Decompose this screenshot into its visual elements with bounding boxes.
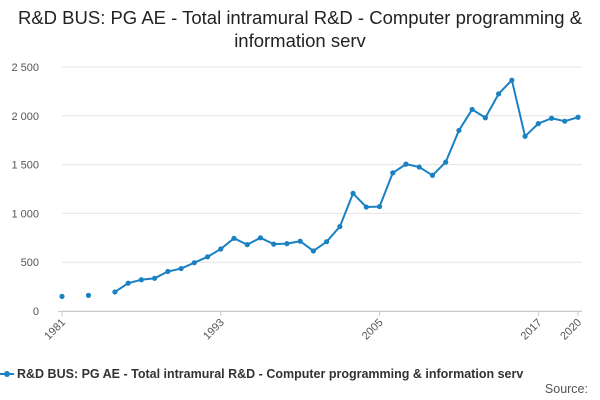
x-axis: 1981 1993 2005 2017 2020 <box>42 311 584 342</box>
data-point[interactable] <box>152 275 158 281</box>
data-point[interactable] <box>125 280 131 286</box>
data-point[interactable] <box>363 204 369 210</box>
grid-lines <box>62 66 582 312</box>
data-point[interactable] <box>469 106 475 113</box>
data-point[interactable] <box>85 292 92 298</box>
y-axis-tick-labels: 0 500 1 000 1 500 2 000 2 500 <box>11 62 39 318</box>
data-point[interactable] <box>112 289 118 295</box>
data-point[interactable] <box>509 77 515 83</box>
data-point[interactable] <box>271 241 277 247</box>
data-point[interactable] <box>443 159 449 165</box>
data-point[interactable] <box>337 223 343 230</box>
data-point[interactable] <box>575 114 581 120</box>
y-tick-label: 2 000 <box>11 111 39 123</box>
data-point[interactable] <box>535 121 541 127</box>
data-point[interactable] <box>218 246 224 252</box>
data-point[interactable] <box>548 115 555 121</box>
data-point[interactable] <box>496 91 502 97</box>
data-point[interactable] <box>376 203 383 210</box>
series-line <box>114 79 579 293</box>
legend-label: R&D BUS: PG AE - Total intramural R&D - … <box>17 367 524 381</box>
chart-title: R&D BUS: PG AE - Total intramural R&D - … <box>17 7 583 51</box>
x-tick-label: 2005 <box>360 317 386 343</box>
data-point[interactable] <box>297 238 303 244</box>
y-tick-label: 0 <box>33 306 39 318</box>
series-layer <box>59 77 581 299</box>
data-point[interactable] <box>562 118 568 124</box>
data-point[interactable] <box>416 164 422 170</box>
data-point[interactable] <box>324 239 330 245</box>
data-point[interactable] <box>390 170 396 176</box>
x-tick-label: 2020 <box>558 317 584 343</box>
legend[interactable]: R&D BUS: PG AE - Total intramural R&D - … <box>0 367 523 381</box>
data-point[interactable] <box>456 127 462 134</box>
data-point[interactable] <box>482 115 488 121</box>
data-point[interactable] <box>403 161 409 167</box>
data-point[interactable] <box>178 265 184 272</box>
y-tick-label: 2 500 <box>11 62 39 74</box>
data-point[interactable] <box>59 293 65 299</box>
data-point[interactable] <box>191 260 197 266</box>
data-point[interactable] <box>138 277 144 283</box>
data-point[interactable] <box>231 235 237 241</box>
x-tick-label: 1981 <box>42 317 68 343</box>
data-point[interactable] <box>244 242 250 248</box>
x-tick-label: 2017 <box>519 317 545 343</box>
data-point[interactable] <box>204 254 211 260</box>
y-tick-label: 500 <box>21 257 39 269</box>
data-point[interactable] <box>257 235 264 241</box>
data-point[interactable] <box>429 172 436 178</box>
y-tick-label: 1 500 <box>11 160 39 172</box>
source-label: Source: <box>544 382 588 396</box>
data-point[interactable] <box>350 190 356 196</box>
legend-swatch-icon <box>0 369 14 379</box>
data-point[interactable] <box>522 133 528 139</box>
data-point[interactable] <box>284 241 290 247</box>
x-tick-label: 1993 <box>201 317 227 343</box>
data-point[interactable] <box>165 268 171 275</box>
data-point[interactable] <box>310 248 316 254</box>
y-tick-label: 1 000 <box>11 208 39 220</box>
